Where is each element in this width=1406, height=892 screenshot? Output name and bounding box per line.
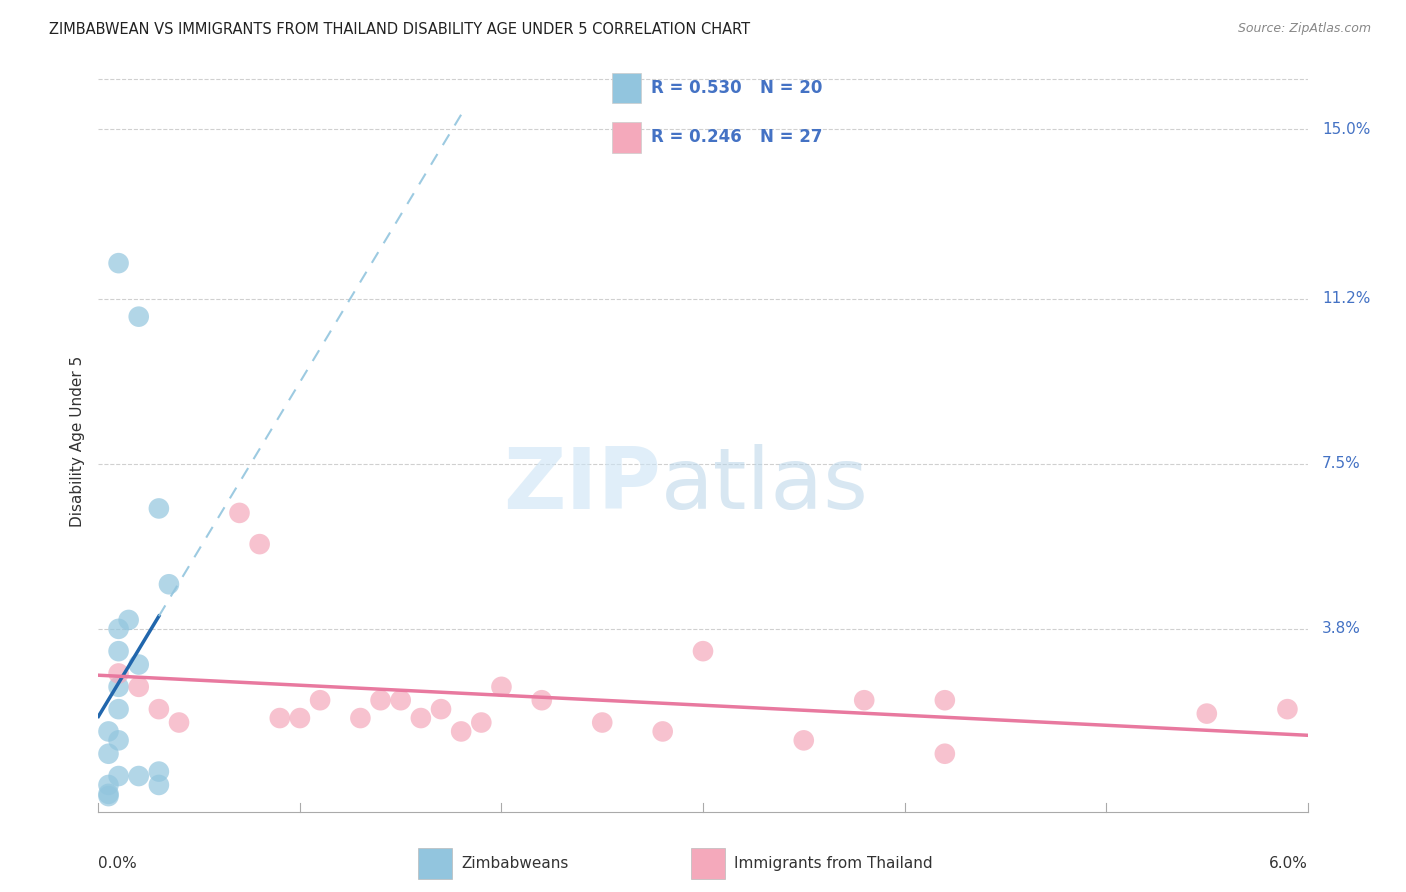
FancyBboxPatch shape <box>419 848 453 879</box>
Point <box>1195 706 1218 721</box>
Point <box>107 256 129 270</box>
Point <box>128 657 150 672</box>
Point <box>97 778 120 792</box>
Point <box>118 613 141 627</box>
Point <box>157 577 180 591</box>
Point <box>107 680 129 694</box>
Text: ZIMBABWEAN VS IMMIGRANTS FROM THAILAND DISABILITY AGE UNDER 5 CORRELATION CHART: ZIMBABWEAN VS IMMIGRANTS FROM THAILAND D… <box>49 22 751 37</box>
Point <box>470 715 492 730</box>
Point <box>934 693 956 707</box>
Text: R = 0.530: R = 0.530 <box>651 79 742 97</box>
Point <box>107 644 129 658</box>
Point <box>97 724 120 739</box>
Text: N = 27: N = 27 <box>759 128 823 146</box>
Text: R = 0.246: R = 0.246 <box>651 128 742 146</box>
Text: 6.0%: 6.0% <box>1268 856 1308 871</box>
FancyBboxPatch shape <box>690 848 724 879</box>
Point <box>107 666 129 681</box>
Point <box>409 711 432 725</box>
Point <box>107 733 129 747</box>
Point <box>269 711 291 725</box>
Point <box>128 680 150 694</box>
Point <box>591 715 613 730</box>
Point <box>853 693 876 707</box>
Point <box>450 724 472 739</box>
FancyBboxPatch shape <box>612 73 641 103</box>
Point <box>389 693 412 707</box>
Point <box>107 622 129 636</box>
Point <box>167 715 190 730</box>
Point <box>934 747 956 761</box>
Point <box>793 733 815 747</box>
Point <box>288 711 311 725</box>
Text: Source: ZipAtlas.com: Source: ZipAtlas.com <box>1237 22 1371 36</box>
Point <box>491 680 513 694</box>
Point <box>148 702 170 716</box>
Point <box>651 724 673 739</box>
Point <box>128 769 150 783</box>
Point <box>309 693 332 707</box>
Point <box>148 764 170 779</box>
Y-axis label: Disability Age Under 5: Disability Age Under 5 <box>69 356 84 527</box>
Point <box>107 702 129 716</box>
Text: Zimbabweans: Zimbabweans <box>461 855 569 871</box>
Text: Immigrants from Thailand: Immigrants from Thailand <box>734 855 932 871</box>
Point <box>349 711 371 725</box>
Text: 15.0%: 15.0% <box>1322 122 1371 136</box>
Point <box>97 747 120 761</box>
Text: N = 20: N = 20 <box>759 79 823 97</box>
Point <box>692 644 714 658</box>
Point <box>249 537 271 551</box>
Text: 3.8%: 3.8% <box>1322 622 1361 636</box>
Text: 0.0%: 0.0% <box>98 856 138 871</box>
Text: 7.5%: 7.5% <box>1322 457 1361 471</box>
Point <box>107 769 129 783</box>
Point <box>430 702 453 716</box>
Point <box>148 778 170 792</box>
Point <box>97 789 120 803</box>
Point <box>228 506 250 520</box>
Text: atlas: atlas <box>661 444 869 527</box>
Point <box>97 787 120 801</box>
Point <box>1277 702 1299 716</box>
Point <box>128 310 150 324</box>
Text: 11.2%: 11.2% <box>1322 292 1371 306</box>
Text: ZIP: ZIP <box>503 444 661 527</box>
FancyBboxPatch shape <box>612 122 641 153</box>
Point <box>148 501 170 516</box>
Point <box>370 693 392 707</box>
Point <box>530 693 553 707</box>
